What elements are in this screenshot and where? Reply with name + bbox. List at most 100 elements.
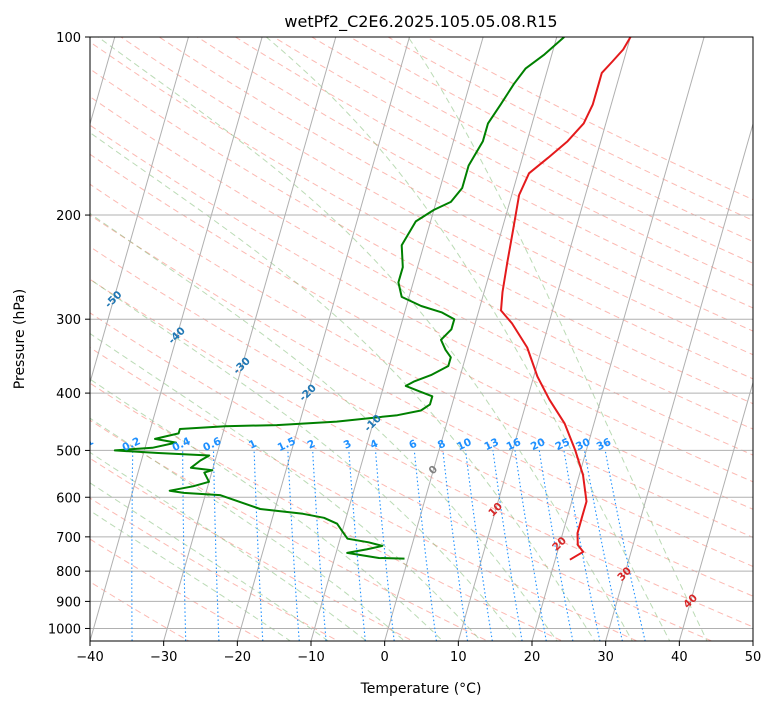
moist-adiabat-line [97,37,633,641]
dry-adiabat-line [90,382,564,641]
isotherm-label: -50 [103,289,125,311]
y-tick-label: 200 [56,209,81,224]
isotherm-line [236,37,410,641]
dry-adiabat-line [387,37,753,221]
mixing-ratio-label: 0.4 [170,435,192,454]
dry-adiabat-line [90,96,753,456]
y-axis-ticks: 100 200 300 400 500 600 700 800 900 1000 [48,31,90,637]
mixing-ratio-label: 10 [455,436,473,453]
moist-adiabat-line [90,417,406,641]
moist-adiabat-line [90,212,558,641]
mixing-ratio-line [212,450,220,641]
dry-adiabat-line [196,37,753,332]
y-tick-label: 900 [56,595,81,610]
x-tick-label: 30 [597,650,614,665]
x-tick-label: 40 [671,650,688,665]
mixing-ratio-label: 1 [247,438,259,452]
moist-adiabat-line [407,37,708,641]
mixing-ratio-line [287,450,300,641]
x-tick-label: −20 [224,650,251,665]
mixing-ratio-line [492,450,523,641]
y-tick-label: 1000 [48,622,81,637]
mixing-ratio-label: 16 [505,436,523,453]
isotherm-label: -10 [362,412,384,434]
moist-adiabat-line [90,451,368,641]
x-tick-label: 10 [450,650,467,665]
isotherm-line [163,37,337,641]
mixing-ratio-label: 30 [574,436,592,453]
mixing-ratio-line [182,450,187,641]
dry-adiabat-line [90,346,639,641]
dry-adiabat-line [90,538,265,641]
isotherm-label: 0 [426,463,440,477]
moist-adiabat-line [90,482,330,641]
dry-adiabat-line [90,457,414,641]
temperature-profile-line [500,37,632,561]
mixing-ratio-label: 20 [529,436,547,453]
isotherm-line [310,37,484,641]
dry-adiabat-line [120,37,753,380]
mixing-ratio-label: 36 [595,436,613,453]
mixing-ratio-line [131,450,134,641]
moist-adiabat-line [90,278,520,641]
isotherm-label: 20 [550,535,569,554]
isotherm-line [605,122,753,641]
isotherm-line [384,37,558,641]
mixing-ratio-label: 6 [407,438,419,452]
dry-adiabat-line [90,312,713,641]
isotherm-label: -20 [297,382,319,404]
dry-adiabat-line [310,37,753,264]
dry-adiabat-line [90,124,753,483]
mixing-ratio-line [465,450,493,641]
x-axis-ticks: −40 −30 −20 −10 0 10 20 30 40 50 [76,641,761,665]
mixing-ratio-label: 0.6 [201,435,223,454]
moist-adiabat-line [265,37,671,641]
moist-adiabat-line [90,378,444,641]
mixing-ratio-line [312,450,327,641]
y-tick-label: 600 [56,491,81,506]
dry-adiabat-line [425,37,753,201]
mixing-ratio-label: 8 [436,438,448,452]
mixing-ratio-label: 0.1 [74,435,96,454]
isotherm-line [457,37,631,641]
mixing-ratio-label: 4 [368,438,380,452]
mixing-ratio-line [82,450,86,653]
plot-frame [89,36,754,642]
mixing-ratio-label: 3 [342,438,354,452]
plot-series [113,37,632,561]
mixing-ratio-line [604,450,646,641]
isotherm-line [531,37,705,641]
dry-adiabat-line [234,37,753,309]
dry-adiabat-line [158,37,753,356]
moist-adiabat-line [90,131,596,641]
mixing-ratio-label: 2 [306,438,318,452]
y-tick-label: 700 [56,531,81,546]
x-axis-label: Temperature (°C) [360,681,482,697]
mixing-ratio-line [374,450,395,641]
mixing-ratio-line [583,450,623,641]
dry-adiabat-line [90,68,753,430]
dry-adiabat-line [90,41,753,405]
y-tick-label: 100 [56,31,81,46]
isotherm-line [678,380,753,641]
mixing-ratio-label: 13 [482,436,500,453]
plot-background [82,37,753,653]
mixing-ratio-line [442,450,469,641]
chart-title: wetPf2_C2E6.2025.105.05.08.R15 [284,12,557,32]
mixing-ratio-line [413,450,438,641]
mixing-ratio-line [348,450,366,641]
mixing-ratio-line [514,450,547,641]
isotherm-line [90,37,189,385]
x-tick-label: −30 [150,650,177,665]
x-tick-label: 50 [745,650,762,665]
mixing-ratio-label: 1.5 [276,435,298,454]
isotherm-line [90,37,263,641]
y-tick-label: 800 [56,565,81,580]
isotherm-label: -70 [0,199,3,221]
y-tick-label: 300 [56,313,81,328]
y-axis-label: Pressure (hPa) [12,289,28,389]
isotherm-label: -30 [231,355,253,377]
dry-adiabat-line [90,419,489,641]
isotherm-label: -60 [41,246,63,268]
